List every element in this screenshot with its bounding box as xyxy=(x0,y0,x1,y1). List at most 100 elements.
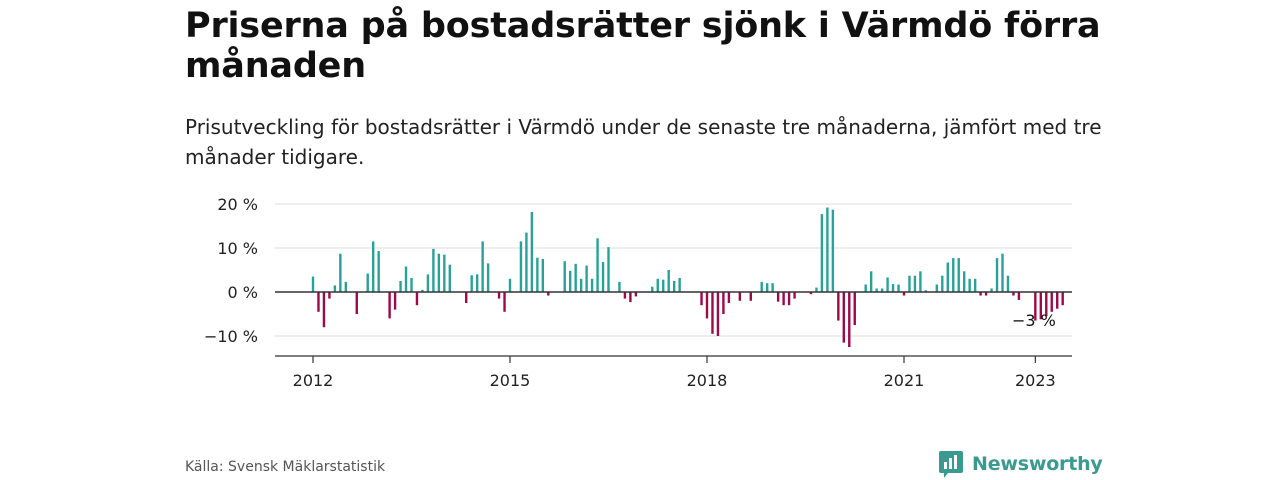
bar xyxy=(623,292,627,299)
bar xyxy=(662,279,665,292)
bar xyxy=(902,292,906,296)
bar xyxy=(957,258,960,292)
bar xyxy=(399,281,402,292)
bar xyxy=(771,283,774,292)
bar xyxy=(590,278,594,292)
bar xyxy=(475,274,479,292)
axes xyxy=(275,291,1072,357)
bar xyxy=(853,292,856,325)
bar xyxy=(437,253,441,292)
bar xyxy=(634,292,638,297)
bar xyxy=(530,211,534,292)
bar xyxy=(979,292,982,296)
bar xyxy=(393,292,397,310)
bar xyxy=(831,209,835,292)
bar xyxy=(984,292,988,296)
bar xyxy=(787,292,791,306)
chart-title: Priserna på bostadsrätter sjönk i Värmdö… xyxy=(185,6,1101,86)
bar xyxy=(311,276,315,292)
bar xyxy=(973,278,977,292)
bar xyxy=(705,292,709,319)
x-tick-label: 2018 xyxy=(687,371,728,390)
bar xyxy=(1045,292,1048,317)
bar xyxy=(678,277,681,292)
bar xyxy=(886,277,889,292)
bar xyxy=(711,292,714,334)
source-note: Källa: Svensk Mäklarstatistik xyxy=(185,459,386,475)
bar xyxy=(322,292,326,328)
bar xyxy=(700,292,703,306)
bar xyxy=(536,257,539,292)
bar xyxy=(541,259,545,292)
bar xyxy=(738,292,742,301)
bar xyxy=(585,265,588,292)
bar xyxy=(410,277,413,292)
y-axis-labels: 20 % 10 % 0 % −10 % xyxy=(204,195,258,346)
bar xyxy=(990,288,993,292)
bar xyxy=(656,278,659,292)
bar xyxy=(760,281,763,292)
bar xyxy=(601,262,605,292)
bar xyxy=(377,251,380,292)
bar xyxy=(809,292,813,295)
bar xyxy=(579,278,583,292)
y-tick-label: −10 % xyxy=(204,327,258,346)
bar xyxy=(908,275,911,292)
bar xyxy=(486,263,490,292)
bar xyxy=(952,258,955,292)
bar xyxy=(716,292,720,336)
bar xyxy=(793,292,796,299)
bar xyxy=(629,292,632,303)
bar xyxy=(328,292,331,299)
last-value-label: −3 % xyxy=(1012,311,1056,330)
bar xyxy=(568,270,572,292)
bar xyxy=(651,286,654,292)
bar xyxy=(596,238,599,292)
bar xyxy=(820,214,824,292)
bar xyxy=(563,261,566,292)
bar xyxy=(426,274,430,292)
bar xyxy=(1056,292,1059,309)
bar xyxy=(421,289,424,292)
bar xyxy=(722,292,725,314)
bar xyxy=(344,281,348,292)
x-tick-label: 2023 xyxy=(1015,371,1056,390)
bar xyxy=(962,271,966,292)
x-tick-label: 2021 xyxy=(884,371,925,390)
bar xyxy=(470,275,473,292)
grid-lines xyxy=(275,203,1072,337)
bar xyxy=(968,278,971,292)
x-axis-labels: 2012 2015 2018 2021 2023 xyxy=(293,356,1056,390)
bar xyxy=(366,273,369,292)
brand-name: Newsworthy xyxy=(972,453,1103,475)
bar xyxy=(815,287,818,292)
bar xyxy=(667,270,670,292)
bar xyxy=(848,292,851,347)
bar xyxy=(574,263,577,292)
brand-logo[interactable]: Newsworthy xyxy=(938,448,1103,480)
bar xyxy=(404,266,408,292)
bar xyxy=(913,275,917,292)
bar xyxy=(897,284,900,292)
bar xyxy=(837,292,840,321)
newsworthy-logo-icon xyxy=(939,451,963,478)
bar xyxy=(875,288,878,292)
bar xyxy=(443,254,446,292)
bar xyxy=(1039,292,1042,320)
bar xyxy=(355,292,358,314)
bar xyxy=(765,283,769,292)
bar xyxy=(924,290,928,292)
annotations: −3 % xyxy=(1012,311,1056,330)
bar xyxy=(880,288,884,292)
bar xyxy=(941,275,944,292)
bar xyxy=(497,292,501,299)
chart-subtitle: Prisutveckling för bostadsrätter i Värmd… xyxy=(185,115,1102,169)
bar xyxy=(508,278,512,292)
bar xyxy=(842,292,845,343)
x-tick-label: 2012 xyxy=(293,371,334,390)
bar xyxy=(519,241,523,292)
y-tick-label: 10 % xyxy=(217,239,258,258)
bar xyxy=(995,258,999,292)
bar-chart: 20 % 10 % 0 % −10 % 2012 2015 2018 2021 2023 −3… xyxy=(204,195,1072,390)
bar xyxy=(782,292,785,306)
